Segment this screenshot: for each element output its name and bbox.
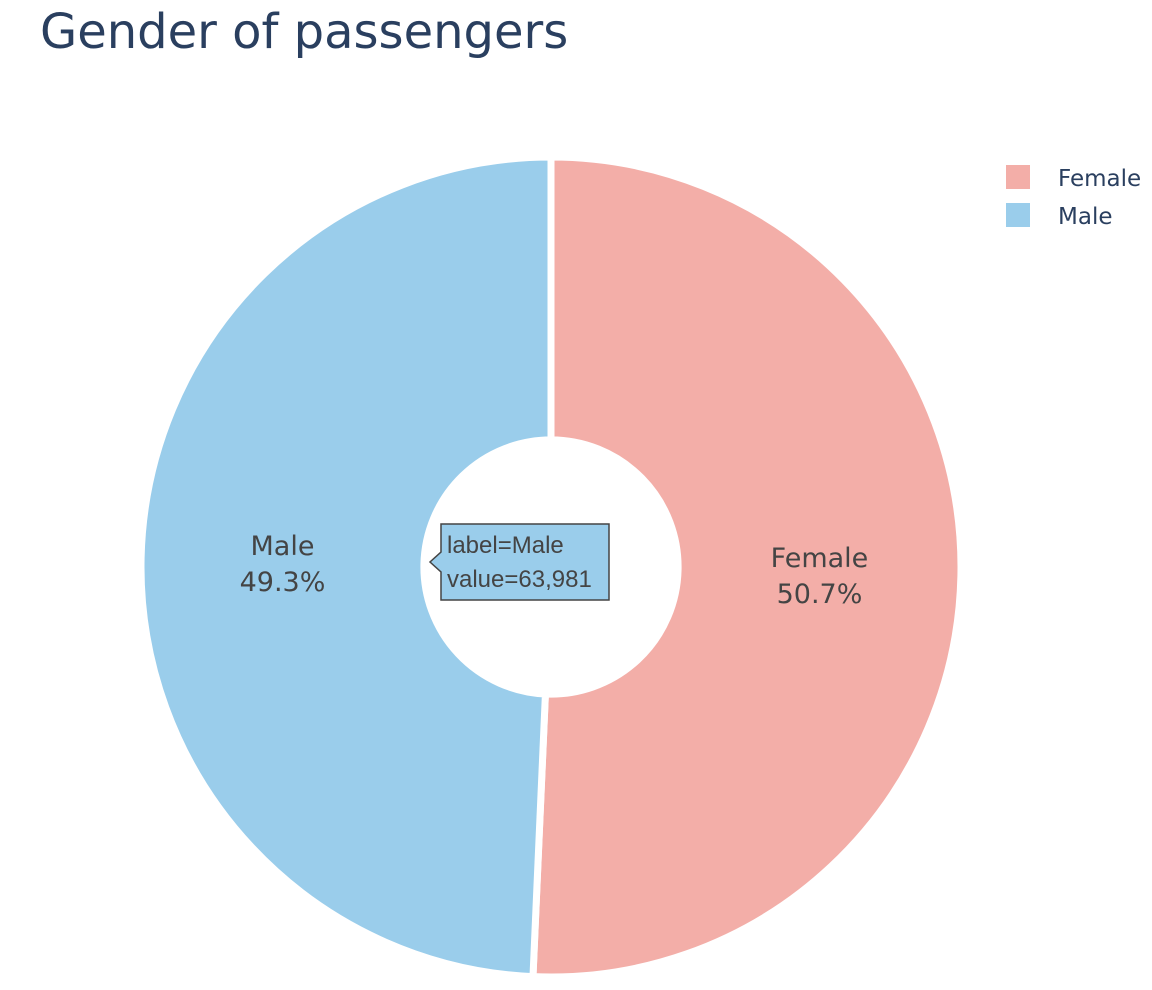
slice-label-female: Female 50.7% xyxy=(771,543,869,610)
slice-label-name: Female xyxy=(771,543,869,574)
pie-slices xyxy=(137,153,965,981)
slice-label-male: Male 49.3% xyxy=(240,531,326,598)
slice-labels: Female 50.7% Male 49.3% xyxy=(240,531,869,610)
legend-swatch-male xyxy=(1006,203,1030,227)
chart-title: Gender of passengers xyxy=(40,4,568,60)
legend-item-male[interactable]: Male xyxy=(1006,203,1112,230)
legend-item-female[interactable]: Female xyxy=(1006,165,1141,192)
slice-label-name: Male xyxy=(251,531,315,562)
pie-slice-female[interactable] xyxy=(529,153,965,981)
slice-label-percent: 50.7% xyxy=(777,579,863,610)
tooltip-value-line: value=63,981 xyxy=(447,566,592,593)
pie-slice-male[interactable] xyxy=(137,153,555,981)
legend-label-female: Female xyxy=(1058,166,1141,192)
legend-swatch-female xyxy=(1006,165,1030,189)
hover-tooltip: label=Male value=63,981 xyxy=(428,523,610,601)
slice-label-percent: 49.3% xyxy=(240,567,326,598)
legend-label-male: Male xyxy=(1058,204,1112,230)
tooltip-label-line: label=Male xyxy=(447,532,564,559)
tooltip-box xyxy=(428,523,610,601)
legend: Female Male xyxy=(1006,165,1141,230)
